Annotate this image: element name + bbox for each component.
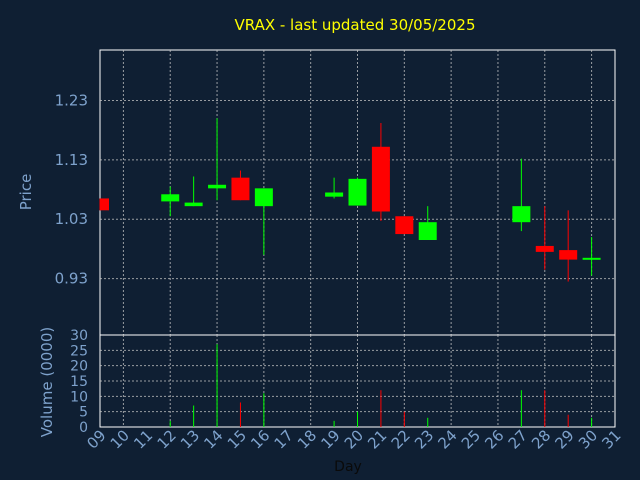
x-tick-label: 12	[154, 426, 180, 452]
x-tick-label: 22	[388, 426, 414, 452]
candle-body	[184, 202, 203, 207]
candle	[348, 177, 367, 206]
chart-title: VRAX - last updated 30/05/2025	[235, 16, 476, 34]
x-tick-label: 11	[130, 426, 156, 452]
x-tick-label: 31	[598, 426, 624, 452]
candle-body	[325, 192, 344, 197]
candlestick-series	[99, 118, 601, 282]
x-tick-label: 24	[434, 426, 460, 452]
candle-body	[254, 188, 273, 207]
candle	[208, 118, 227, 201]
price-y-tick-label: 1.23	[55, 91, 88, 109]
x-tick-label: 18	[294, 426, 320, 452]
x-tick-labels: 0910111213141516171819202122232425262728…	[83, 426, 624, 452]
candle	[535, 206, 554, 270]
volume-axis-label: Volume (0000)	[38, 327, 56, 437]
x-tick-label: 27	[505, 426, 531, 452]
candle	[184, 176, 203, 207]
x-tick-label: 21	[364, 426, 390, 452]
candle-body	[418, 222, 437, 240]
candle-body	[559, 250, 578, 260]
candle-body	[208, 184, 227, 189]
candle	[231, 170, 250, 201]
candle	[371, 123, 390, 221]
x-tick-label: 25	[458, 426, 484, 452]
candle	[325, 177, 344, 199]
volume-y-tick-label: 15	[70, 374, 88, 390]
candle	[582, 237, 601, 276]
x-tick-label: 29	[552, 426, 578, 452]
x-tick-label: 17	[271, 426, 297, 452]
candle-body	[161, 194, 180, 202]
volume-y-tick-label: 25	[70, 343, 88, 359]
x-tick-label: 14	[200, 426, 226, 452]
volume-y-tick-label: 20	[70, 359, 88, 375]
x-tick-label: 28	[528, 426, 554, 452]
volume-bar-series	[169, 344, 593, 427]
x-tick-label: 15	[224, 426, 250, 452]
candle	[254, 188, 273, 255]
x-tick-label: 16	[247, 426, 273, 452]
x-tick-label: 23	[411, 426, 437, 452]
price-y-tick-label: 0.93	[55, 270, 88, 288]
x-axis-label: Day	[334, 459, 362, 475]
price-y-tick-label: 1.13	[55, 151, 88, 169]
candle-body	[348, 178, 367, 206]
candle	[161, 186, 180, 217]
candle-body	[100, 198, 109, 211]
volume-y-tick-label: 0	[79, 420, 88, 436]
price-y-tick-labels: 0.93 1.03 1.13 1.23	[55, 91, 88, 287]
candle-body	[582, 257, 601, 260]
candle	[512, 158, 531, 232]
x-tick-label: 13	[177, 426, 203, 452]
x-tick-label: 10	[107, 426, 133, 452]
volume-gridlines	[100, 335, 615, 427]
candle	[99, 198, 109, 211]
candle-body	[231, 177, 250, 201]
candle-body	[535, 245, 554, 252]
candle	[559, 210, 578, 282]
volume-y-tick-label: 10	[70, 389, 88, 405]
volume-y-tick-label: 5	[79, 405, 88, 421]
x-tick-label: 30	[575, 426, 601, 452]
x-tick-label: 19	[317, 426, 343, 452]
x-tick-label: 20	[341, 426, 367, 452]
candle	[418, 206, 437, 240]
price-y-tick-label: 1.03	[55, 210, 88, 228]
price-axis-label: Price	[17, 174, 35, 211]
candle-body	[512, 206, 531, 223]
candle-body	[395, 216, 414, 235]
x-tick-label: 26	[481, 426, 507, 452]
candle-body	[371, 146, 390, 212]
volume-y-tick-label: 30	[70, 328, 88, 344]
candle	[395, 216, 414, 235]
